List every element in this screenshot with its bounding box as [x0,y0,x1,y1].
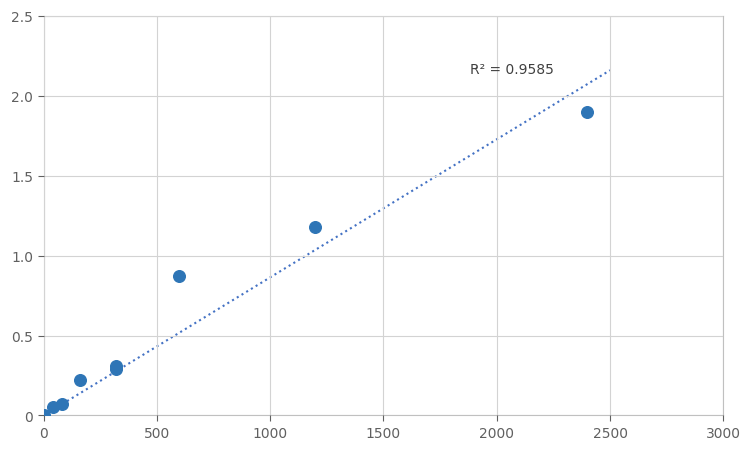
Point [110,363,122,370]
Point [310,224,322,231]
Point [174,273,186,281]
Point [47,404,59,411]
Point [110,366,122,373]
Point [74,377,86,384]
Point [581,109,593,116]
Point [56,401,68,408]
Point [38,412,50,419]
Text: R² = 0.9585: R² = 0.9585 [469,63,553,77]
